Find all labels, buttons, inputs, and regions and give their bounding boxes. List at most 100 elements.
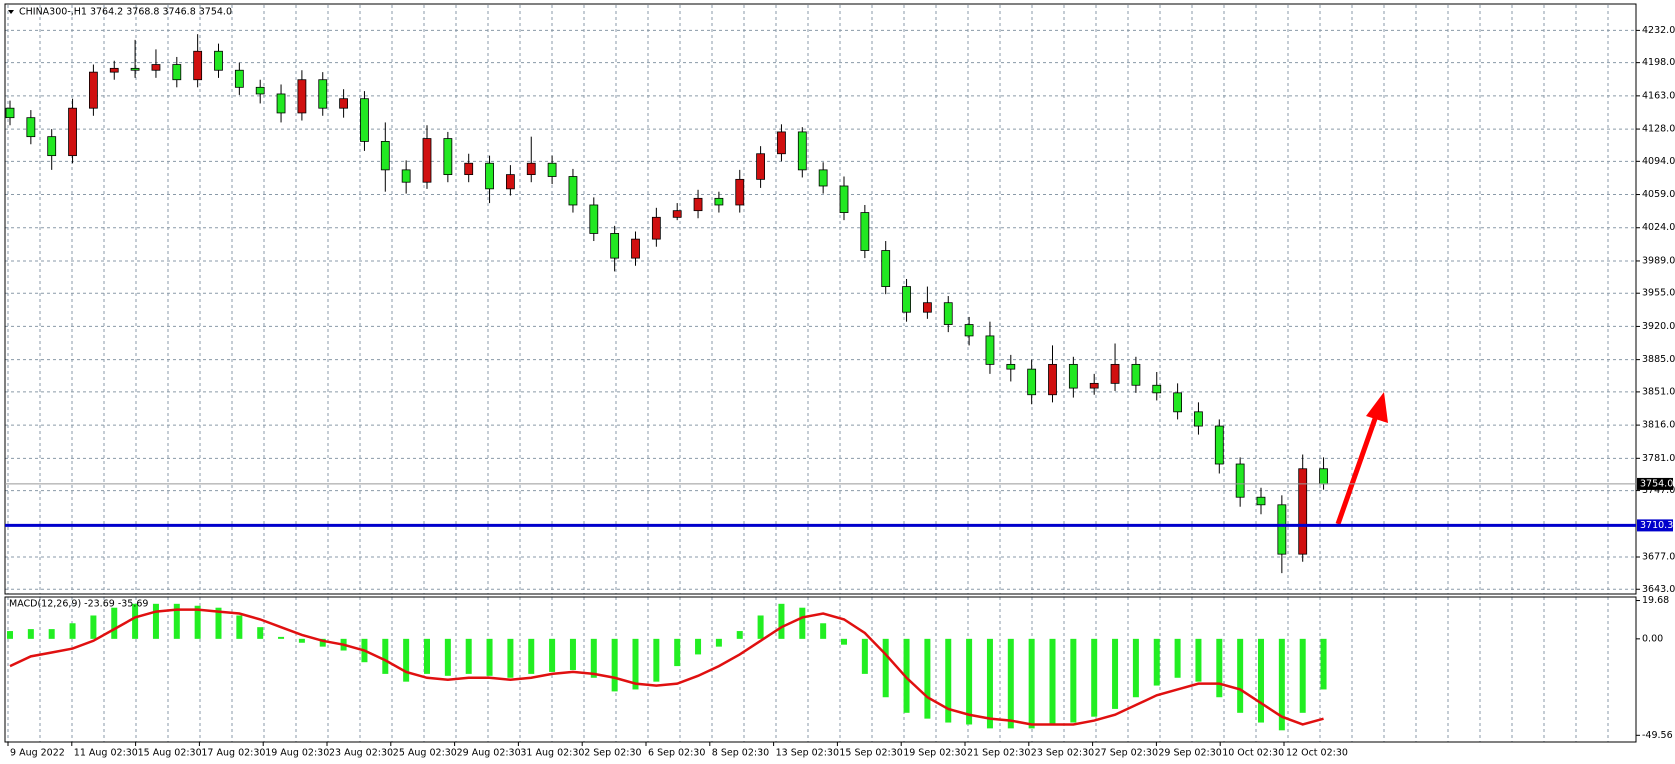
macd-tick-label: 19.68	[1642, 595, 1669, 606]
candle-body	[1298, 468, 1308, 555]
macd-bar	[1070, 638, 1077, 723]
macd-bar	[841, 638, 847, 645]
candle-body	[693, 197, 703, 212]
candle-body	[568, 176, 578, 206]
candle-body	[985, 335, 995, 365]
candle-body	[902, 286, 911, 313]
price-label-box	[1637, 477, 1673, 490]
macd-bar	[1132, 638, 1139, 698]
macd-bar	[132, 603, 139, 639]
macd-bar	[152, 603, 159, 639]
candle-body	[714, 197, 724, 206]
macd-bar	[486, 638, 493, 676]
x-tick-label: 31 Aug 02:30	[520, 748, 584, 759]
candle-body	[881, 250, 891, 287]
candle-body	[109, 67, 119, 73]
macd-bar	[7, 631, 13, 639]
macd-bar	[90, 615, 97, 639]
candle-body	[214, 50, 223, 71]
macd-bar	[1091, 638, 1098, 717]
candle-body	[26, 117, 36, 138]
candle-body	[68, 107, 77, 157]
candle-body	[5, 107, 15, 119]
macd-bar	[799, 607, 806, 639]
candle-body	[1319, 468, 1328, 485]
macd-bar	[403, 638, 410, 682]
y-tick-label: 4198.0	[1642, 57, 1675, 68]
macd-bar	[48, 629, 55, 639]
candle-body	[485, 162, 494, 190]
macd-bar	[1028, 638, 1035, 729]
y-tick-label: 4232.0	[1642, 25, 1675, 36]
y-tick-label: 3781.0	[1642, 453, 1675, 464]
macd-bar	[986, 638, 993, 729]
candle-body	[964, 324, 974, 337]
macd-bar	[924, 638, 931, 719]
candle-body	[547, 162, 557, 177]
x-tick-label: 15 Aug 02:30	[138, 748, 202, 759]
macd-bar	[465, 638, 472, 674]
candle-body	[610, 233, 620, 259]
candle-body	[151, 64, 161, 71]
candle-body	[860, 212, 870, 251]
candle-body	[89, 71, 98, 109]
x-tick-label: 9 Aug 2022	[10, 748, 65, 759]
x-tick-label: 12 Oct 02:30	[1286, 748, 1348, 759]
y-tick-label: 3955.0	[1642, 288, 1675, 299]
macd-bar	[1278, 638, 1285, 731]
x-tick-label: 27 Sep 02:30	[1095, 748, 1158, 759]
macd-bar	[1258, 638, 1264, 723]
macd-bar	[778, 603, 785, 639]
macd-bar	[236, 615, 243, 639]
y-tick-label: 3989.0	[1642, 255, 1675, 266]
candle-body	[255, 86, 265, 95]
y-tick-label: 3851.0	[1642, 386, 1675, 397]
candle-body	[1173, 392, 1182, 413]
candle-body	[193, 50, 203, 81]
candle-body	[1256, 496, 1266, 506]
candle-body	[943, 302, 953, 325]
macd-signal-line	[9, 608, 1324, 726]
candle-body	[631, 238, 640, 259]
macd-bar	[736, 631, 743, 639]
macd-title: MACD(12,26,9) -23.69 -35.69	[9, 599, 148, 610]
y-tick-label: 4163.0	[1642, 90, 1675, 101]
candle-body	[923, 302, 932, 313]
candle-body	[276, 93, 286, 114]
x-tick-label: 6 Sep 02:30	[648, 748, 705, 759]
y-tick-label: 3643.0	[1642, 584, 1675, 595]
macd-bar	[1007, 638, 1014, 729]
candle-body	[297, 79, 307, 114]
menu-icon[interactable]	[8, 10, 14, 14]
macd-bar	[173, 603, 180, 639]
candle-body	[818, 169, 828, 187]
macd-bar	[653, 638, 660, 682]
y-tick-label: 3677.0	[1642, 551, 1675, 562]
macd-bar	[1049, 638, 1056, 725]
x-tick-label: 15 Sep 02:30	[839, 748, 902, 759]
macd-bar	[319, 638, 326, 647]
candle-body	[589, 204, 599, 234]
candle-body	[172, 64, 182, 81]
macd-bar	[1195, 638, 1202, 682]
macd-bar	[528, 638, 535, 674]
x-tick-label: 17 Aug 02:30	[201, 748, 265, 759]
macd-bar	[424, 638, 430, 674]
candle-body	[1027, 368, 1037, 396]
macd-bar	[611, 638, 618, 692]
x-tick-label: 11 Aug 02:30	[74, 748, 138, 759]
macd-bar	[1216, 638, 1223, 698]
candle-body	[526, 162, 536, 176]
candle-body	[1235, 463, 1245, 498]
macd-bar	[715, 638, 722, 647]
x-tick-label: 29 Aug 02:30	[457, 748, 521, 759]
macd-bar	[444, 638, 451, 676]
candle-body	[464, 162, 474, 176]
macd-bar	[882, 638, 889, 698]
macd-bar	[903, 638, 910, 713]
candle-body	[1110, 363, 1120, 384]
price-label: 3710.3	[1640, 520, 1673, 531]
macd-bar	[820, 623, 827, 639]
